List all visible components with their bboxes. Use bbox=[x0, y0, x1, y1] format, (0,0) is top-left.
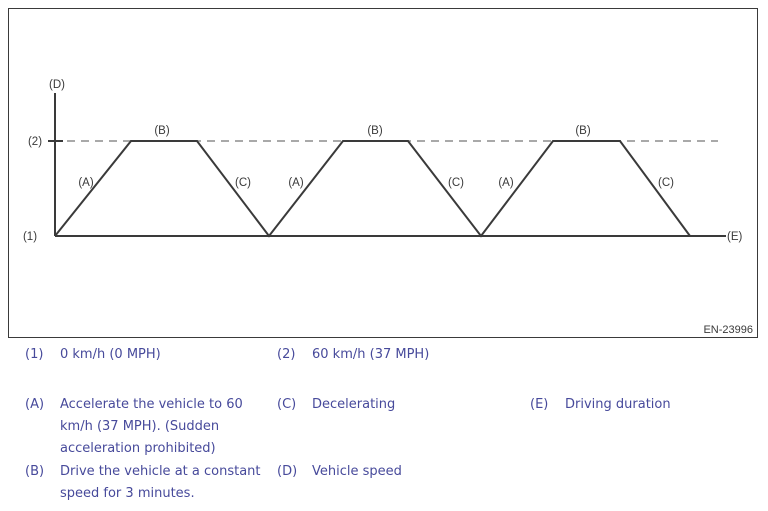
accelerate-label-1: (A) bbox=[78, 177, 94, 189]
accelerate-label-3: (A) bbox=[498, 177, 514, 189]
legend-key-e: (E) bbox=[530, 397, 549, 412]
y-axis-label: (D) bbox=[49, 79, 65, 91]
legend-text-b: Drive the vehicle at a constant speed fo… bbox=[60, 461, 261, 505]
figure-box: (D) (2) (1) (E) (A) (A) (A) (B) (B) (B) … bbox=[8, 8, 758, 338]
legend-key-1: (1) bbox=[25, 347, 44, 362]
legend-key-2: (2) bbox=[277, 347, 296, 362]
legend-line: Driving duration bbox=[565, 397, 671, 412]
legend-item-c: (C) Decelerating bbox=[277, 394, 395, 416]
legend-text-a: Accelerate the vehicle to 60 km/h (37 MP… bbox=[60, 394, 243, 460]
legend-line: acceleration prohibited) bbox=[60, 441, 216, 456]
legend-line: Accelerate the vehicle to 60 bbox=[60, 397, 243, 412]
legend-line: 60 km/h (37 MPH) bbox=[312, 347, 430, 362]
legend-key-a: (A) bbox=[25, 397, 45, 412]
decelerate-label-3: (C) bbox=[658, 177, 674, 189]
legend-line: speed for 3 minutes. bbox=[60, 486, 195, 501]
legend-key-b: (B) bbox=[25, 464, 45, 479]
constant-speed-label-2: (B) bbox=[367, 125, 383, 137]
legend-item-b: (B) Drive the vehicle at a constant spee… bbox=[25, 461, 261, 505]
decelerate-label-1: (C) bbox=[235, 177, 251, 189]
decelerate-label-2: (C) bbox=[448, 177, 464, 189]
legend-item-d: (D) Vehicle speed bbox=[277, 461, 402, 483]
legend-text-d: Vehicle speed bbox=[312, 461, 402, 483]
speed-profile-diagram: (D) (2) (1) (E) (A) (A) (A) (B) (B) (B) … bbox=[23, 79, 753, 336]
level-60-label: (2) bbox=[28, 136, 42, 148]
constant-speed-label-1: (B) bbox=[154, 125, 170, 137]
figure-code: EN-23996 bbox=[703, 324, 753, 336]
legend-line: km/h (37 MPH). (Sudden bbox=[60, 419, 220, 434]
level-0-label: (1) bbox=[23, 231, 37, 243]
legend-line: 0 km/h (0 MPH) bbox=[60, 347, 161, 362]
legend-key-d: (D) bbox=[277, 464, 298, 479]
accelerate-label-2: (A) bbox=[288, 177, 304, 189]
legend-item-2: (2) 60 km/h (37 MPH) bbox=[277, 344, 429, 366]
legend-item-e: (E) Driving duration bbox=[530, 394, 671, 416]
x-axis-label: (E) bbox=[727, 231, 743, 243]
legend-line: Drive the vehicle at a constant bbox=[60, 464, 261, 479]
legend-item-1: (1) 0 km/h (0 MPH) bbox=[25, 344, 161, 366]
legend-line: Vehicle speed bbox=[312, 464, 402, 479]
legend-text-c: Decelerating bbox=[312, 394, 395, 416]
legend-text-2: 60 km/h (37 MPH) bbox=[312, 344, 429, 366]
legend-key-c: (C) bbox=[277, 397, 297, 412]
constant-speed-label-3: (B) bbox=[575, 125, 591, 137]
legend-line: Decelerating bbox=[312, 397, 396, 412]
legend-item-a: (A) Accelerate the vehicle to 60 km/h (3… bbox=[25, 394, 243, 460]
legend-text-1: 0 km/h (0 MPH) bbox=[60, 344, 161, 366]
speed-trace bbox=[54, 140, 691, 238]
legend-text-e: Driving duration bbox=[565, 394, 671, 416]
